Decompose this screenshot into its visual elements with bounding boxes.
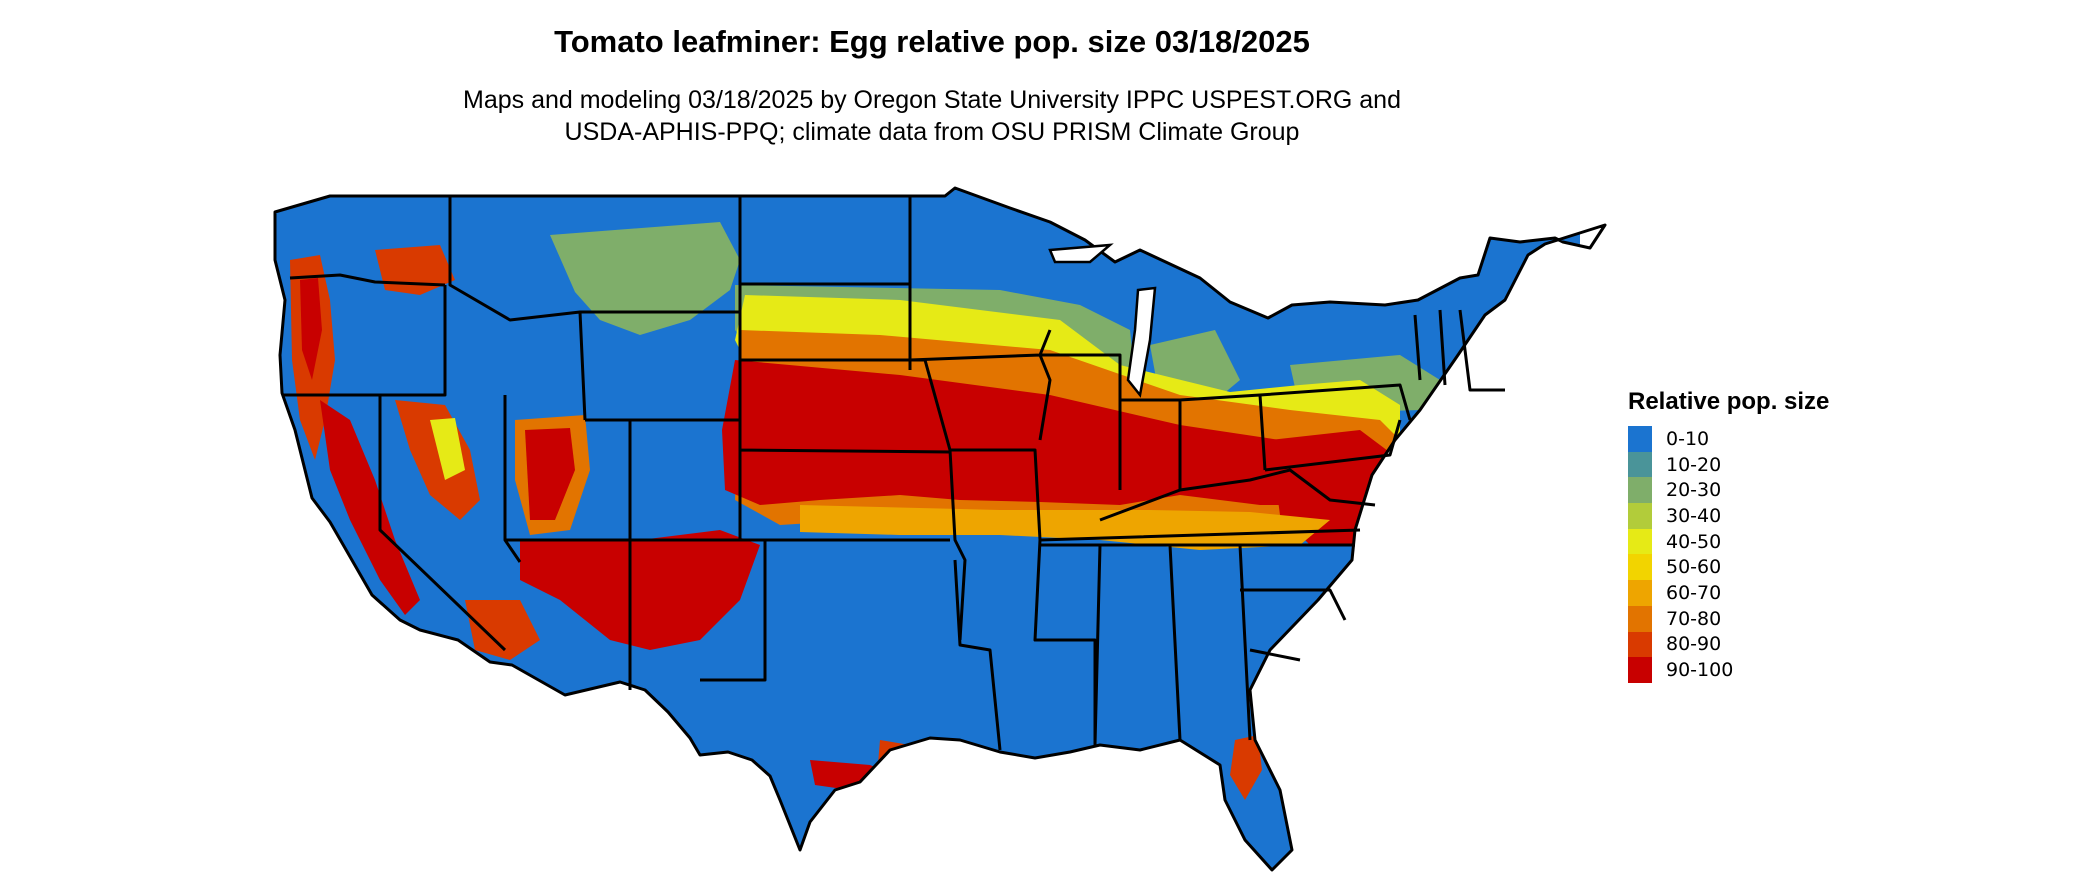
border-ia-mo-il: [909, 329, 1052, 441]
region-cascades-90-100: [300, 278, 322, 380]
border-dakotas-ne-mn: [740, 196, 925, 370]
region-florida-keys-90-100: [1225, 860, 1265, 870]
region-plains-20-30: [550, 222, 740, 335]
border-tn-ky-nc: [1039, 528, 1361, 547]
border-ks-mo-ok-ar: [923, 359, 1042, 641]
legend-item: 50-60: [1628, 554, 1829, 581]
legend-swatch: [1628, 503, 1652, 529]
heatmap-layer: [275, 188, 1580, 870]
legend-label: 80-90: [1666, 633, 1722, 656]
legend-swatch: [1628, 528, 1652, 555]
border-nc-sc-ga: [1240, 588, 1347, 662]
legend-title: Relative pop. size: [1628, 388, 1830, 415]
border-id-mt: [448, 196, 587, 421]
legend-item: 20-30: [1628, 477, 1829, 504]
legend-item: 70-80: [1628, 605, 1829, 632]
border-ky-oh-wv-va: [1099, 468, 1376, 522]
legend-label: 60-70: [1666, 581, 1722, 604]
legend-swatch: [1628, 605, 1652, 632]
great-lakes: [1048, 243, 1157, 398]
legend-item: 0-10: [1628, 426, 1829, 452]
legend-items: 0-10 10-20 20-30 30-40 40-50 50-60 60-70 70-80 8…: [1628, 426, 1829, 683]
region-lower-edge-60-70: [800, 505, 1330, 550]
region-great-basin-40-50: [430, 418, 465, 480]
legend-item: 60-70: [1628, 580, 1829, 606]
subtitle-line-2: USDA-APHIS-PPQ; climate data from OSU PR…: [564, 118, 1300, 146]
legend-item: 40-50: [1628, 528, 1829, 555]
region-great-basin-80-90: [395, 400, 480, 520]
border-pa-ny-nj: [1259, 383, 1412, 472]
region-central-valley-90-100: [320, 400, 420, 615]
legend: Relative pop. size 0-10 10-20 20-30 30-40 40…: [1628, 388, 1829, 683]
legend-swatch: [1628, 426, 1652, 452]
legend-swatch: [1628, 554, 1652, 581]
legend-label: 30-40: [1666, 504, 1722, 527]
legend-label: 0-10: [1666, 427, 1710, 450]
legend-item: 30-40: [1628, 503, 1829, 529]
region-arizona-80-90: [465, 600, 540, 660]
border-co-nm-ks-ok: [738, 420, 951, 542]
legend-label: 70-80: [1666, 607, 1722, 630]
legend-label: 20-30: [1666, 479, 1722, 502]
us-outline: [273, 186, 1607, 872]
region-belt-90-100: [722, 360, 1395, 505]
legend-label: 10-20: [1666, 453, 1722, 476]
legend-swatch: [1628, 477, 1652, 504]
legend-label: 90-100: [1666, 659, 1734, 682]
border-new-england: [1413, 309, 1505, 392]
lake-michigan: [1126, 286, 1157, 398]
legend-item: 90-100: [1628, 657, 1829, 683]
legend-label: 40-50: [1666, 530, 1722, 553]
border-wa-or: [289, 273, 446, 287]
legend-swatch: [1628, 451, 1652, 478]
border-tx-ok-la: [953, 559, 1002, 751]
region-gulf-coast-80-90: [875, 740, 910, 830]
border-or-ca-nv-id: [283, 285, 447, 397]
border-ca-nv: [378, 395, 507, 652]
legend-swatch: [1628, 657, 1652, 683]
region-colorado-plateau-90-100: [520, 530, 760, 650]
map-subtitle: Maps and modeling 03/18/2025 by Oregon S…: [0, 84, 1864, 148]
region-florida-80-90: [1230, 735, 1262, 800]
legend-item: 10-20: [1628, 451, 1829, 478]
legend-swatch: [1628, 580, 1652, 606]
legend-item: 80-90: [1628, 631, 1829, 658]
subtitle-line-1: Maps and modeling 03/18/2025 by Oregon S…: [463, 86, 1401, 114]
border-al-ms-ga: [1093, 544, 1252, 746]
legend-swatch: [1628, 631, 1652, 658]
border-nm-az-tx: [628, 538, 767, 690]
state-borders: [273, 186, 1607, 872]
region-utah-90-100: [525, 428, 575, 520]
lake-superior-edge: [1048, 243, 1114, 264]
legend-label: 50-60: [1666, 556, 1722, 579]
map-title: Tomato leafminer: Egg relative pop. size…: [554, 24, 1310, 59]
